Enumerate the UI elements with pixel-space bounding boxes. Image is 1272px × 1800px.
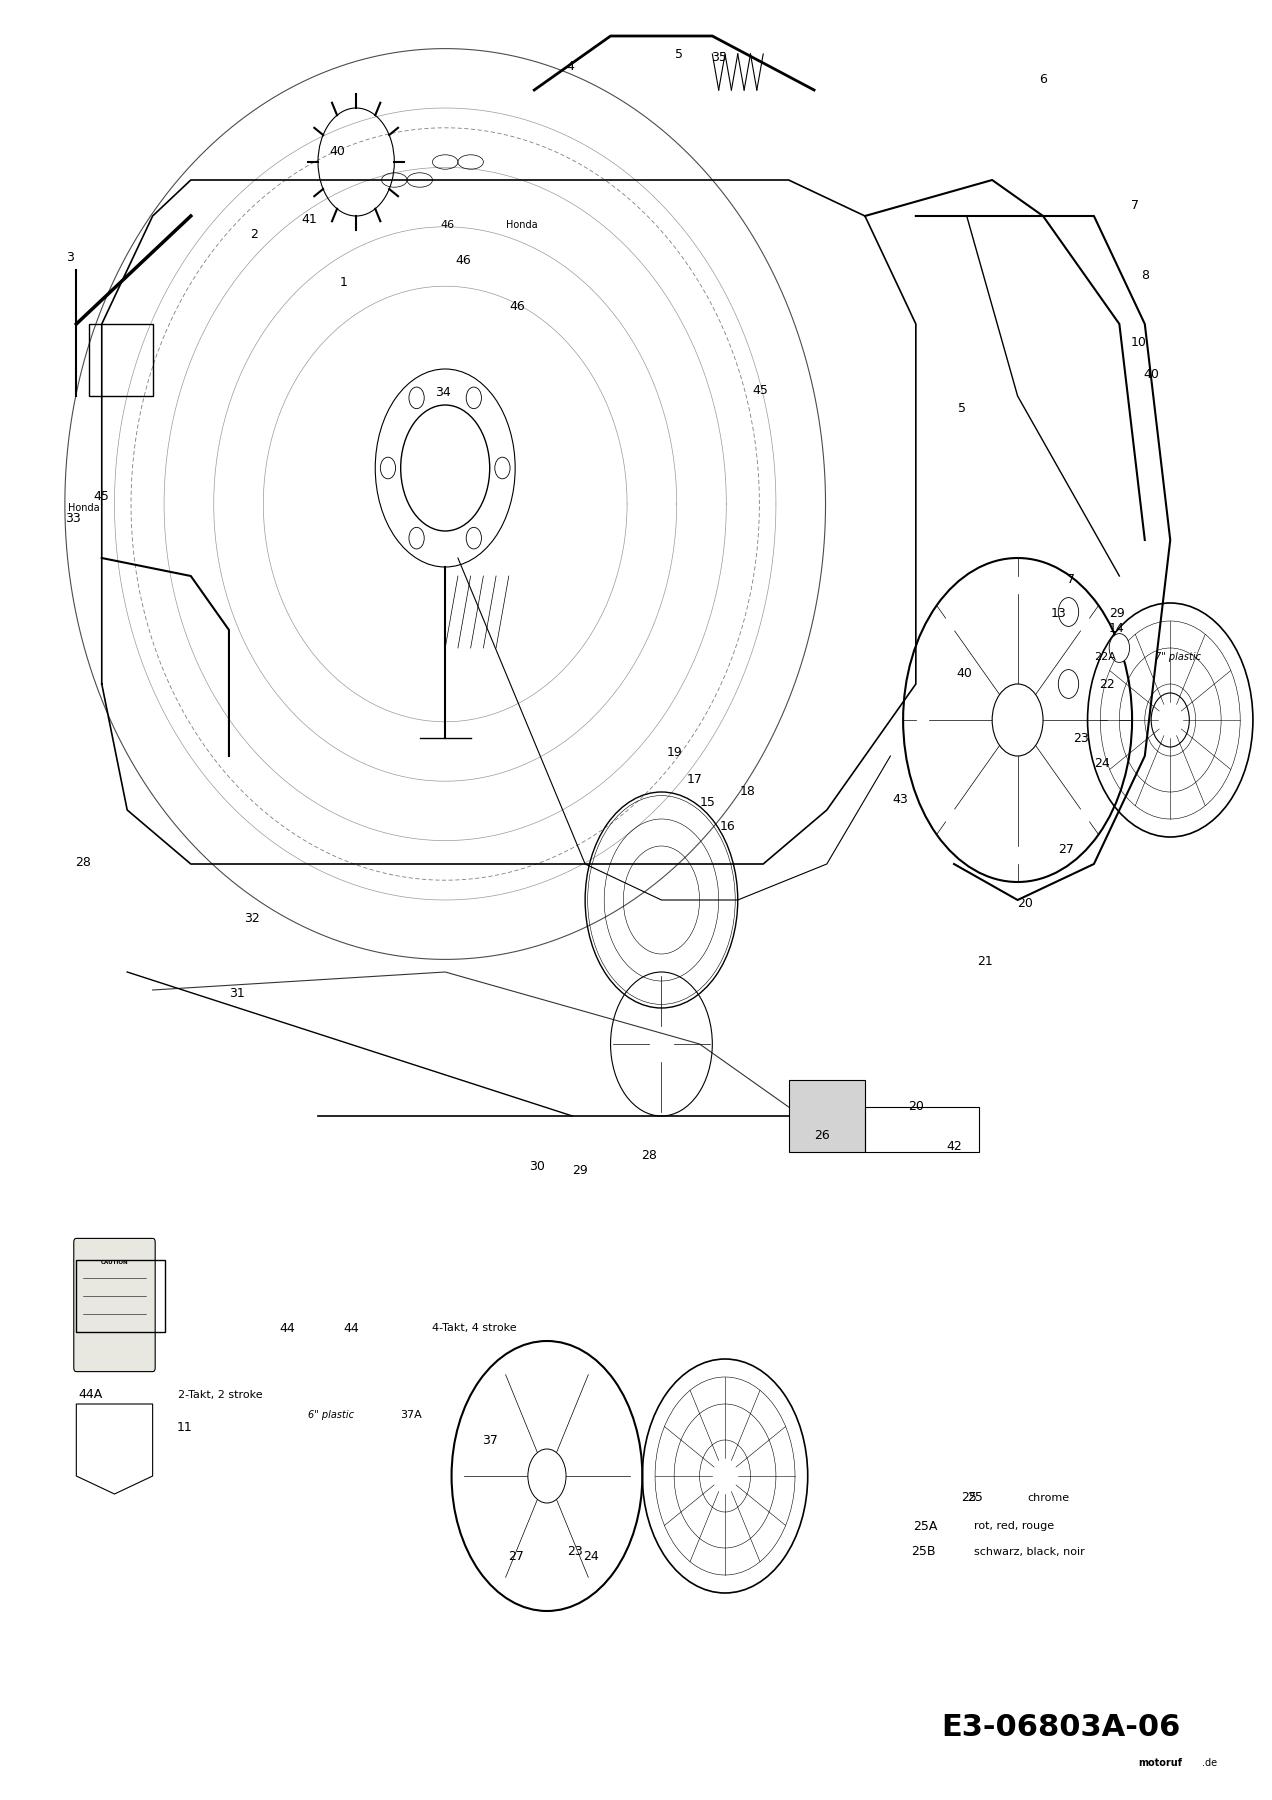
Text: 5: 5 [958, 401, 965, 416]
Text: 25A: 25A [913, 1519, 937, 1534]
Text: 13: 13 [1051, 607, 1066, 621]
Text: 31: 31 [229, 986, 244, 1001]
Text: motoruf: motoruf [1138, 1757, 1183, 1768]
Circle shape [1058, 598, 1079, 626]
Bar [789, 1080, 865, 1152]
Text: Honda: Honda [67, 502, 99, 513]
Text: 24: 24 [1094, 756, 1109, 770]
Text: 22A: 22A [1094, 652, 1116, 662]
Circle shape [528, 1449, 566, 1503]
Text: 40: 40 [1144, 367, 1159, 382]
Text: 4: 4 [566, 59, 574, 74]
Text: 15: 15 [700, 796, 715, 810]
Text: 32: 32 [244, 911, 259, 925]
FancyBboxPatch shape [74, 1238, 155, 1372]
Text: 25B: 25B [911, 1544, 935, 1559]
Text: 25: 25 [962, 1490, 977, 1505]
Text: .de: .de [1202, 1757, 1217, 1768]
Text: E3-06803A-06: E3-06803A-06 [941, 1714, 1180, 1742]
Text: 27: 27 [1058, 842, 1074, 857]
Text: 44: 44 [280, 1321, 295, 1336]
Circle shape [380, 457, 396, 479]
Circle shape [1109, 634, 1130, 662]
Text: 23: 23 [1074, 731, 1089, 745]
Text: 29: 29 [1109, 607, 1124, 621]
Text: 10: 10 [1131, 335, 1146, 349]
Text: 20: 20 [908, 1100, 923, 1114]
Text: 23: 23 [567, 1544, 583, 1559]
Text: 37: 37 [482, 1433, 497, 1447]
Text: 46: 46 [455, 254, 471, 268]
Text: 28: 28 [641, 1148, 656, 1163]
Text: 21: 21 [977, 954, 992, 968]
Text: 4-Takt, 4 stroke: 4-Takt, 4 stroke [432, 1323, 518, 1334]
Text: 11: 11 [177, 1420, 192, 1435]
Text: 46: 46 [510, 299, 525, 313]
Text: 1: 1 [340, 275, 347, 290]
Text: 28: 28 [75, 855, 90, 869]
Text: 6" plastic: 6" plastic [308, 1409, 354, 1420]
Text: 41: 41 [301, 212, 317, 227]
Text: 3: 3 [66, 250, 74, 265]
Text: 16: 16 [720, 819, 735, 833]
Circle shape [466, 387, 481, 409]
Text: 44A: 44A [79, 1388, 103, 1402]
Text: 45: 45 [753, 383, 768, 398]
Text: 7: 7 [1131, 198, 1138, 212]
Circle shape [410, 387, 425, 409]
Circle shape [495, 457, 510, 479]
Text: 35: 35 [711, 50, 726, 65]
Circle shape [992, 684, 1043, 756]
Text: 30: 30 [529, 1159, 544, 1174]
Text: 7" plastic: 7" plastic [1155, 652, 1201, 662]
Circle shape [408, 527, 425, 549]
Text: 14: 14 [1109, 621, 1124, 635]
Text: 33: 33 [65, 511, 80, 526]
Text: 2-Takt, 2 stroke: 2-Takt, 2 stroke [178, 1390, 263, 1400]
Text: 18: 18 [740, 785, 756, 799]
Text: 44: 44 [343, 1321, 359, 1336]
Text: 19: 19 [667, 745, 682, 760]
Text: 43: 43 [893, 792, 908, 806]
Circle shape [1058, 670, 1079, 698]
Text: 2: 2 [251, 227, 258, 241]
Text: 40: 40 [329, 144, 345, 158]
Text: 42: 42 [946, 1139, 962, 1154]
Circle shape [466, 527, 481, 549]
Text: 7: 7 [1067, 572, 1075, 587]
Text: CAUTION: CAUTION [100, 1260, 128, 1265]
Text: Honda: Honda [506, 220, 538, 230]
Text: 40: 40 [957, 666, 972, 680]
Text: 29: 29 [572, 1163, 588, 1177]
Text: 34: 34 [435, 385, 450, 400]
Text: 37A: 37A [401, 1409, 422, 1420]
Text: 27: 27 [509, 1550, 524, 1564]
Text: rot, red, rouge: rot, red, rouge [974, 1521, 1054, 1532]
Text: 24: 24 [584, 1550, 599, 1564]
Text: 26: 26 [814, 1129, 829, 1143]
Bar [89, 324, 153, 396]
Text: 45: 45 [94, 490, 109, 504]
Text: 46: 46 [440, 220, 455, 230]
Text: 5: 5 [675, 47, 683, 61]
Bar [865, 1107, 979, 1152]
Bar [76, 1260, 165, 1332]
Text: chrome: chrome [1028, 1492, 1070, 1503]
Text: schwarz, black, noir: schwarz, black, noir [974, 1546, 1085, 1557]
Text: 8: 8 [1141, 268, 1149, 283]
Text: 6: 6 [1039, 72, 1047, 86]
Text: 17: 17 [687, 772, 702, 787]
Text: 20: 20 [1018, 896, 1033, 911]
Text: 22: 22 [1099, 677, 1114, 691]
Text: 25: 25 [967, 1490, 982, 1505]
